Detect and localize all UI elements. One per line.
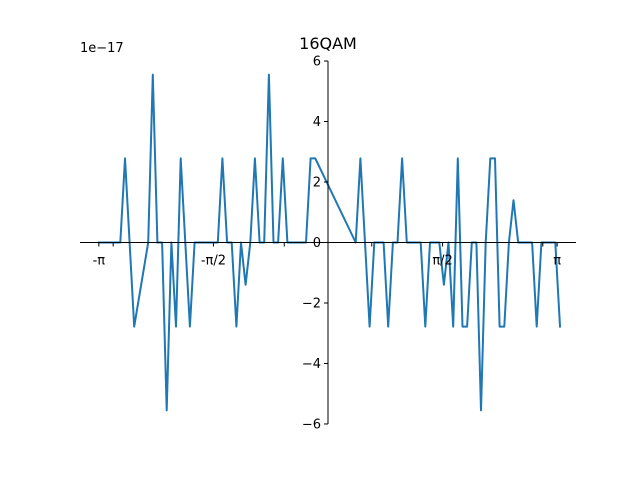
x-tick-label: -π xyxy=(93,254,106,269)
chart-title: 16QAM xyxy=(299,34,357,53)
y-tick-label: 0 xyxy=(313,236,321,251)
x-tick-label: π/2 xyxy=(432,254,452,269)
y-tick-label: −6 xyxy=(302,417,321,432)
x-tick-label: -π/2 xyxy=(201,254,226,269)
y-tick-label: −2 xyxy=(302,296,321,311)
x-tick-label: π xyxy=(553,254,561,269)
y-tick-label: 6 xyxy=(313,55,321,70)
series-layer xyxy=(97,73,562,412)
y-offset-label: 1e−17 xyxy=(80,41,124,56)
axes-layer: -π -π/2 π/2 π −6 −4 −2 0 2 4 6 xyxy=(80,55,576,432)
y-tick-label: 2 xyxy=(313,176,321,191)
series-line xyxy=(97,73,562,412)
y-tick-label: −4 xyxy=(302,357,321,372)
y-tick-label: 4 xyxy=(313,115,321,130)
